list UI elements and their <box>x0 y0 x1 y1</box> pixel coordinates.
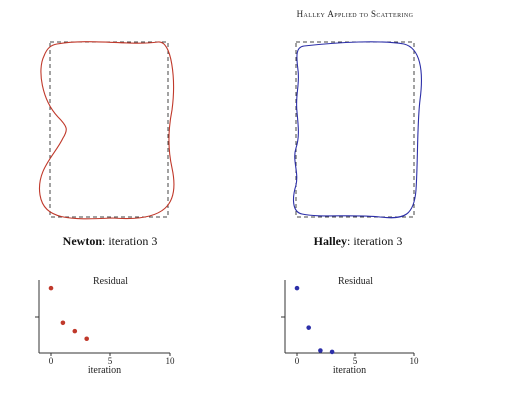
newton-method-name: Newton <box>62 234 102 248</box>
newton-residual-point <box>48 285 54 291</box>
halley-residual-point <box>329 349 335 355</box>
newton-caption-suffix: : iteration 3 <box>102 234 158 248</box>
halley-residual-point <box>306 325 312 330</box>
figure-title: Halley Applied to Scattering <box>296 9 414 19</box>
newton-residual-title: Residual <box>93 276 128 287</box>
newton-shape-curve <box>38 41 175 220</box>
halley-residual-x-tick-label: 5 <box>353 356 358 366</box>
halley-residual-point <box>294 285 300 291</box>
newton-residual-x-tick-label: 10 <box>166 356 176 366</box>
halley-residual-x-tick-label: 10 <box>410 356 420 366</box>
newton-residual-x-tick-label: 0 <box>49 356 54 366</box>
newton-residual-point <box>84 336 89 342</box>
newton-residual-xlabel: iteration <box>88 365 121 376</box>
halley-residual-x-tick-label: 0 <box>295 356 300 366</box>
halley-residual-point <box>318 348 323 353</box>
halley-method-name: Halley <box>313 234 347 248</box>
halley-residual-xlabel: iteration <box>333 365 366 376</box>
newton-residual-x-tick-label: 5 <box>108 356 113 366</box>
halley-caption-suffix: : iteration 3 <box>347 234 403 248</box>
halley-caption: Halley: iteration 3 <box>278 234 438 249</box>
halley-shape-curve <box>292 41 422 219</box>
halley-residual-title: Residual <box>338 276 373 287</box>
newton-residual-point <box>72 328 78 334</box>
newton-residual-point <box>60 320 66 326</box>
newton-caption: Newton: iteration 3 <box>30 234 190 249</box>
